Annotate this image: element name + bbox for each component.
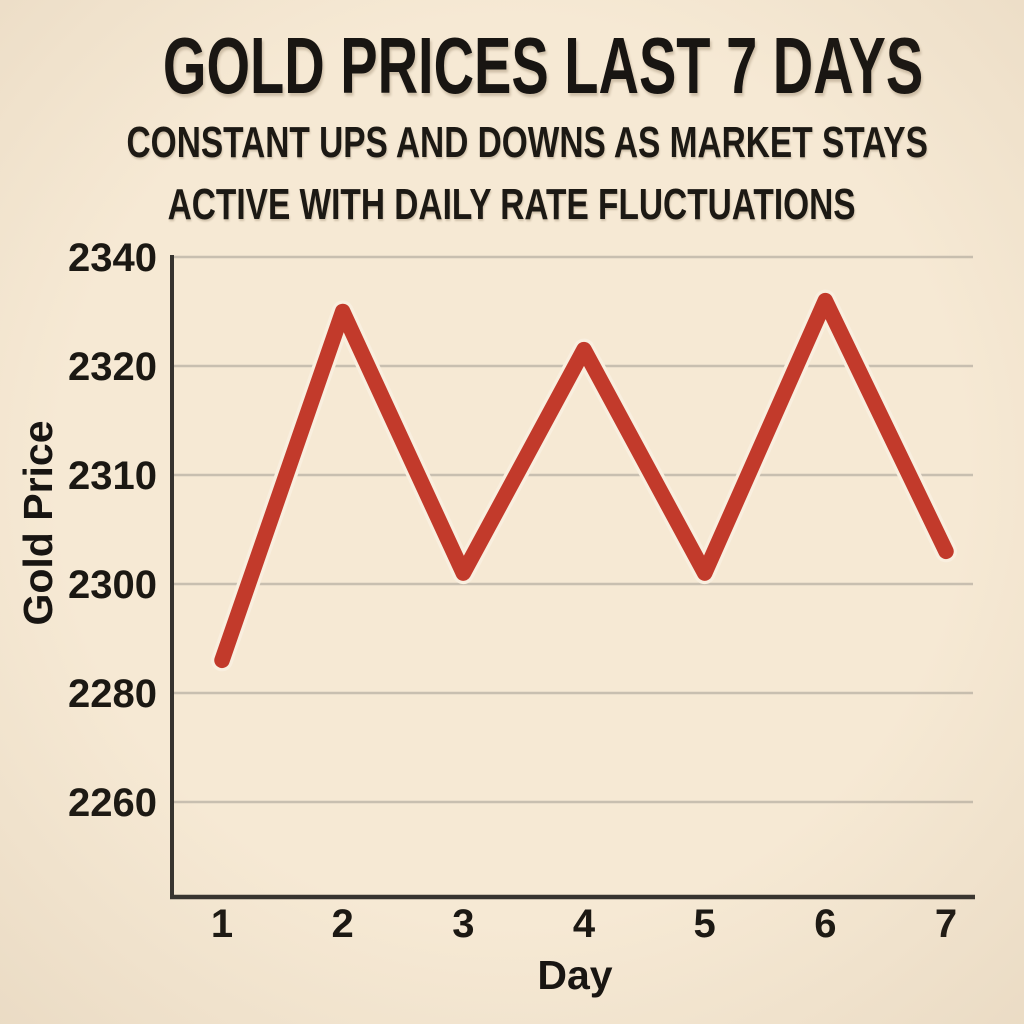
x-tick-label: 1 bbox=[211, 902, 233, 946]
x-tick-label: 4 bbox=[573, 902, 596, 946]
x-tick-label: 6 bbox=[814, 902, 836, 946]
y-tick-label: 2300 bbox=[68, 563, 157, 607]
subtitle-line-1: CONSTANT UPS AND DOWNS AS MARKET STAYS bbox=[0, 117, 1024, 179]
title-row: GOLD PRICES LAST 7 DAYS bbox=[0, 24, 1024, 131]
y-tick-label: 2310 bbox=[68, 454, 157, 498]
gridlines bbox=[174, 255, 973, 804]
page-title: GOLD PRICES LAST 7 DAYS bbox=[162, 21, 924, 110]
y-tick-label: 2340 bbox=[68, 236, 157, 280]
x-tick-label: 5 bbox=[694, 902, 716, 946]
x-tick-label: 7 bbox=[935, 902, 957, 946]
x-axis-title: Day bbox=[537, 952, 612, 998]
y-tick-label: 2280 bbox=[68, 672, 157, 716]
y-tick-label: 2260 bbox=[68, 781, 157, 825]
x-tick-label: 3 bbox=[452, 902, 474, 946]
subtitle-line-2-text: ACTIVE WITH DAILY RATE FLUCTUATIONS bbox=[168, 180, 856, 229]
axes bbox=[170, 255, 975, 900]
x-tick-labels: 1 2 3 4 5 6 7 bbox=[211, 902, 957, 946]
x-tick-label: 2 bbox=[332, 902, 354, 946]
subtitle-line-2: ACTIVE WITH DAILY RATE FLUCTUATIONS bbox=[0, 179, 1024, 241]
y-axis-title: Gold Price bbox=[15, 420, 61, 625]
price-line bbox=[214, 292, 954, 669]
y-tick-labels: 2340 2320 2310 2300 2280 2260 bbox=[68, 236, 157, 825]
y-tick-label: 2320 bbox=[68, 345, 157, 389]
page-subtitle: CONSTANT UPS AND DOWNS AS MARKET STAYS A… bbox=[0, 117, 1024, 241]
price-line-series bbox=[211, 289, 957, 672]
subtitle-line-1-text: CONSTANT UPS AND DOWNS AS MARKET STAYS bbox=[126, 118, 928, 167]
